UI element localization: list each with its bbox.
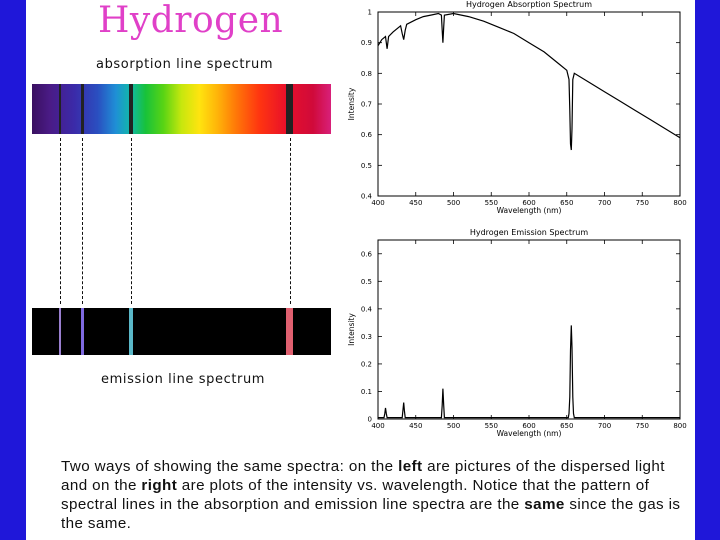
emission-spectrum-strip	[32, 308, 331, 355]
y-tick-label: 0.3	[361, 333, 372, 341]
y-tick-label: 0.4	[361, 305, 373, 313]
y-tick-label: 0.9	[361, 39, 372, 47]
caption: Two ways of showing the same spectra: on…	[61, 457, 686, 533]
y-tick-label: 0.5	[361, 278, 372, 286]
x-tick-label: 450	[409, 422, 422, 430]
absorption-chart: Hydrogen Absorption Spectrum 400 450 500 550…	[347, 0, 687, 215]
emission-label: emission line spectrum	[101, 372, 266, 387]
x-tick-label: 600	[522, 199, 535, 207]
x-tick-label: 750	[636, 422, 649, 430]
chart-title: Hydrogen Emission Spectrum	[470, 228, 589, 237]
chart-title: Hydrogen Absorption Spectrum	[466, 0, 592, 9]
y-tick-label: 0.7	[361, 101, 372, 109]
y-tick-label: 0.6	[361, 131, 373, 139]
x-tick-label: 550	[485, 199, 498, 207]
caption-bold-left: left	[398, 458, 423, 475]
y-tick-label: 0.4	[361, 193, 373, 201]
caption-text-2: are pictures of the dispersed light and …	[61, 458, 665, 494]
guide-line-434	[82, 138, 84, 304]
x-tick-label: 450	[409, 199, 422, 207]
absorption-line-486	[129, 84, 134, 134]
x-tick-label: 600	[522, 422, 535, 430]
x-tick-label: 400	[371, 199, 384, 207]
absorption-spectrum-strip	[32, 84, 331, 134]
absorption-label: absorption line spectrum	[96, 57, 274, 72]
emission-line-486	[129, 308, 134, 355]
emission-line-656	[286, 308, 294, 355]
y-tick-label: 1	[368, 9, 372, 17]
caption-text-4: since the gas is the same.	[61, 496, 681, 532]
y-tick-label: 0.1	[361, 388, 372, 396]
series-line	[377, 12, 681, 151]
x-tick-label: 400	[371, 422, 384, 430]
plot-frame	[377, 239, 681, 420]
y-tick-label: 0.2	[361, 360, 372, 368]
x-tick-label: 700	[598, 199, 611, 207]
caption-bold-same: same	[524, 496, 565, 513]
x-tick-label: 700	[598, 422, 611, 430]
x-tick-label: 500	[447, 199, 460, 207]
x-tick-label: 800	[673, 422, 686, 430]
absorption-line-434	[80, 84, 84, 134]
x-tick-label: 550	[485, 422, 498, 430]
slide: Hydrogen absorption line spectrum emissi…	[26, 0, 695, 540]
absorption-line-656	[286, 84, 294, 134]
slide-title: Hydrogen	[98, 0, 284, 41]
caption-text-1: Two ways of showing the same spectra: on…	[61, 458, 399, 475]
guide-line-486	[131, 138, 133, 304]
caption-bold-right: right	[141, 477, 178, 494]
emission-chart: Hydrogen Emission Spectrum 400 450 500 550 60…	[347, 228, 687, 438]
guide-line-656	[289, 138, 291, 304]
absorption-line-410	[59, 84, 62, 134]
x-tick-label: 650	[560, 199, 573, 207]
y-axis-label: Intensity	[347, 87, 356, 120]
y-tick-label: 0	[368, 416, 372, 424]
emission-line-434	[80, 308, 84, 355]
y-tick-label: 0.8	[361, 70, 372, 78]
guide-line-410	[60, 138, 62, 304]
plot-frame	[377, 11, 681, 197]
emission-line-410	[59, 308, 62, 355]
x-axis-label: Wavelength (nm)	[497, 206, 562, 215]
x-axis-label: Wavelength (nm)	[497, 429, 562, 438]
caption-text-3: are plots of the intensity vs. wavelengt…	[61, 477, 650, 513]
y-axis-label: Intensity	[347, 313, 356, 346]
x-tick-label: 800	[673, 199, 686, 207]
y-tick-label: 0.5	[361, 162, 372, 170]
y-tick-label: 0.6	[361, 250, 373, 258]
x-tick-label: 500	[447, 422, 460, 430]
x-tick-label: 650	[560, 422, 573, 430]
series-line	[378, 325, 680, 419]
x-tick-label: 750	[636, 199, 649, 207]
